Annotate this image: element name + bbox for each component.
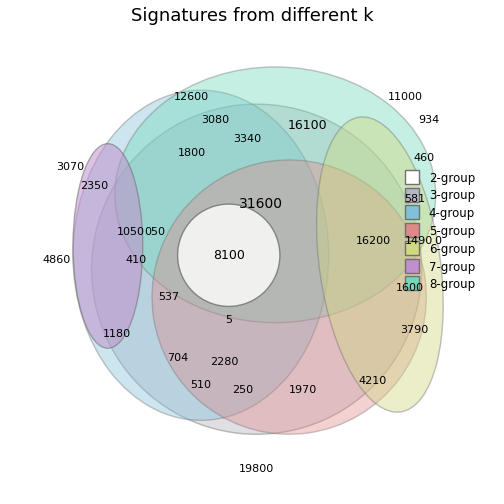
Ellipse shape [115,67,435,323]
Text: 1490: 1490 [405,236,433,246]
Text: 4210: 4210 [359,376,387,386]
Text: 3340: 3340 [233,134,262,144]
Title: Signatures from different k: Signatures from different k [131,7,373,25]
Text: 410: 410 [125,255,146,265]
Text: 4860: 4860 [42,255,71,265]
Ellipse shape [177,204,280,306]
Text: 16200: 16200 [355,236,391,246]
Text: 5: 5 [225,316,232,326]
Legend: 2-group, 3-group, 4-group, 5-group, 6-group, 7-group, 8-group: 2-group, 3-group, 4-group, 5-group, 6-gr… [402,168,479,295]
Text: 1050: 1050 [117,227,145,237]
Text: 3080: 3080 [201,115,229,125]
Text: 8100: 8100 [213,249,244,262]
Text: 581: 581 [404,195,425,205]
Text: 510: 510 [191,381,211,391]
Text: 19800: 19800 [239,464,274,474]
Ellipse shape [92,104,422,434]
Text: 460: 460 [413,153,434,163]
Text: 31600: 31600 [239,197,283,211]
Text: 1800: 1800 [177,148,206,158]
Text: 1180: 1180 [103,329,131,339]
Text: 250: 250 [232,385,254,395]
Text: 1600: 1600 [396,283,424,293]
Text: 16100: 16100 [288,118,328,132]
Ellipse shape [73,90,329,420]
Text: 0: 0 [434,236,442,246]
Text: 12600: 12600 [174,92,209,102]
Text: 3070: 3070 [56,162,85,172]
Ellipse shape [73,144,143,348]
Text: 3790: 3790 [401,325,429,335]
Ellipse shape [317,117,443,412]
Text: 934: 934 [418,115,439,125]
Text: 537: 537 [158,292,179,302]
Text: 2280: 2280 [210,357,238,367]
Text: 704: 704 [167,353,188,362]
Text: 2350: 2350 [80,180,108,191]
Text: 050: 050 [144,227,165,237]
Ellipse shape [152,160,426,434]
Text: 1970: 1970 [289,385,318,395]
Text: 11000: 11000 [388,92,423,102]
